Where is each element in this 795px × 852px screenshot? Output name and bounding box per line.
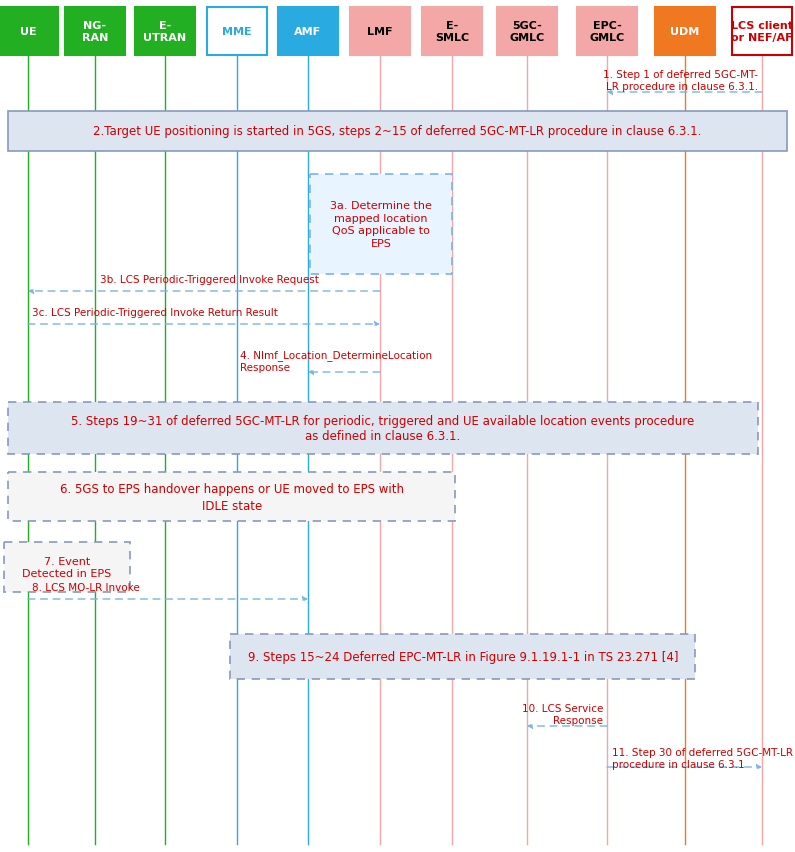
Text: UDM: UDM — [670, 27, 700, 37]
Text: 3c. LCS Periodic-Triggered Invoke Return Result: 3c. LCS Periodic-Triggered Invoke Return… — [32, 308, 278, 318]
Bar — [8, 112, 787, 152]
Bar — [4, 543, 130, 592]
Text: 7. Event
Detected in EPS: 7. Event Detected in EPS — [22, 556, 111, 579]
Bar — [278, 8, 338, 56]
Bar — [0, 8, 58, 56]
Text: NG-
RAN: NG- RAN — [82, 21, 108, 43]
Text: 9. Steps 15~24 Deferred EPC-MT-LR in Figure 9.1.19.1-1 in TS 23.271 [4]: 9. Steps 15~24 Deferred EPC-MT-LR in Fig… — [248, 650, 678, 663]
Text: 3a. Determine the
mapped location
QoS applicable to
EPS: 3a. Determine the mapped location QoS ap… — [330, 201, 432, 248]
Bar — [732, 8, 792, 56]
Text: AMF: AMF — [294, 27, 321, 37]
Text: 10. LCS Service
Response: 10. LCS Service Response — [522, 703, 603, 726]
Text: 6. 5GS to EPS handover happens or UE moved to EPS with
IDLE state: 6. 5GS to EPS handover happens or UE mov… — [60, 483, 404, 512]
Text: UE: UE — [20, 27, 37, 37]
Bar — [8, 473, 455, 521]
Text: 4. NImf_Location_DetermineLocation
Response: 4. NImf_Location_DetermineLocation Respo… — [240, 349, 432, 373]
Bar — [135, 8, 195, 56]
Bar — [8, 402, 758, 454]
Bar — [497, 8, 557, 56]
Text: 8. LCS MO-LR Invoke: 8. LCS MO-LR Invoke — [32, 582, 140, 592]
Text: MME: MME — [222, 27, 252, 37]
Bar — [207, 8, 267, 56]
Bar — [350, 8, 410, 56]
Text: E-
SMLC: E- SMLC — [435, 21, 469, 43]
Text: 5. Steps 19~31 of deferred 5GC-MT-LR for periodic, triggered and UE available lo: 5. Steps 19~31 of deferred 5GC-MT-LR for… — [72, 414, 695, 443]
Text: E-
UTRAN: E- UTRAN — [143, 21, 187, 43]
Text: LCS client
or NEF/AF: LCS client or NEF/AF — [731, 21, 793, 43]
Bar — [310, 175, 452, 274]
Text: LMF: LMF — [367, 27, 393, 37]
Bar — [655, 8, 715, 56]
Bar — [230, 634, 695, 679]
Text: 2.Target UE positioning is started in 5GS, steps 2~15 of deferred 5GC-MT-LR proc: 2.Target UE positioning is started in 5G… — [93, 125, 701, 138]
Text: 5GC-
GMLC: 5GC- GMLC — [510, 21, 545, 43]
Text: 1. Step 1 of deferred 5GC-MT-
LR procedure in clause 6.3.1.: 1. Step 1 of deferred 5GC-MT- LR procedu… — [603, 70, 758, 92]
Text: 11. Step 30 of deferred 5GC-MT-LR
procedure in clause 6.3.1: 11. Step 30 of deferred 5GC-MT-LR proced… — [612, 747, 793, 769]
Bar — [422, 8, 482, 56]
Bar — [65, 8, 125, 56]
Text: EPC-
GMLC: EPC- GMLC — [589, 21, 625, 43]
Text: 3b. LCS Periodic-Triggered Invoke Request: 3b. LCS Periodic-Triggered Invoke Reques… — [100, 274, 319, 285]
Bar — [577, 8, 637, 56]
